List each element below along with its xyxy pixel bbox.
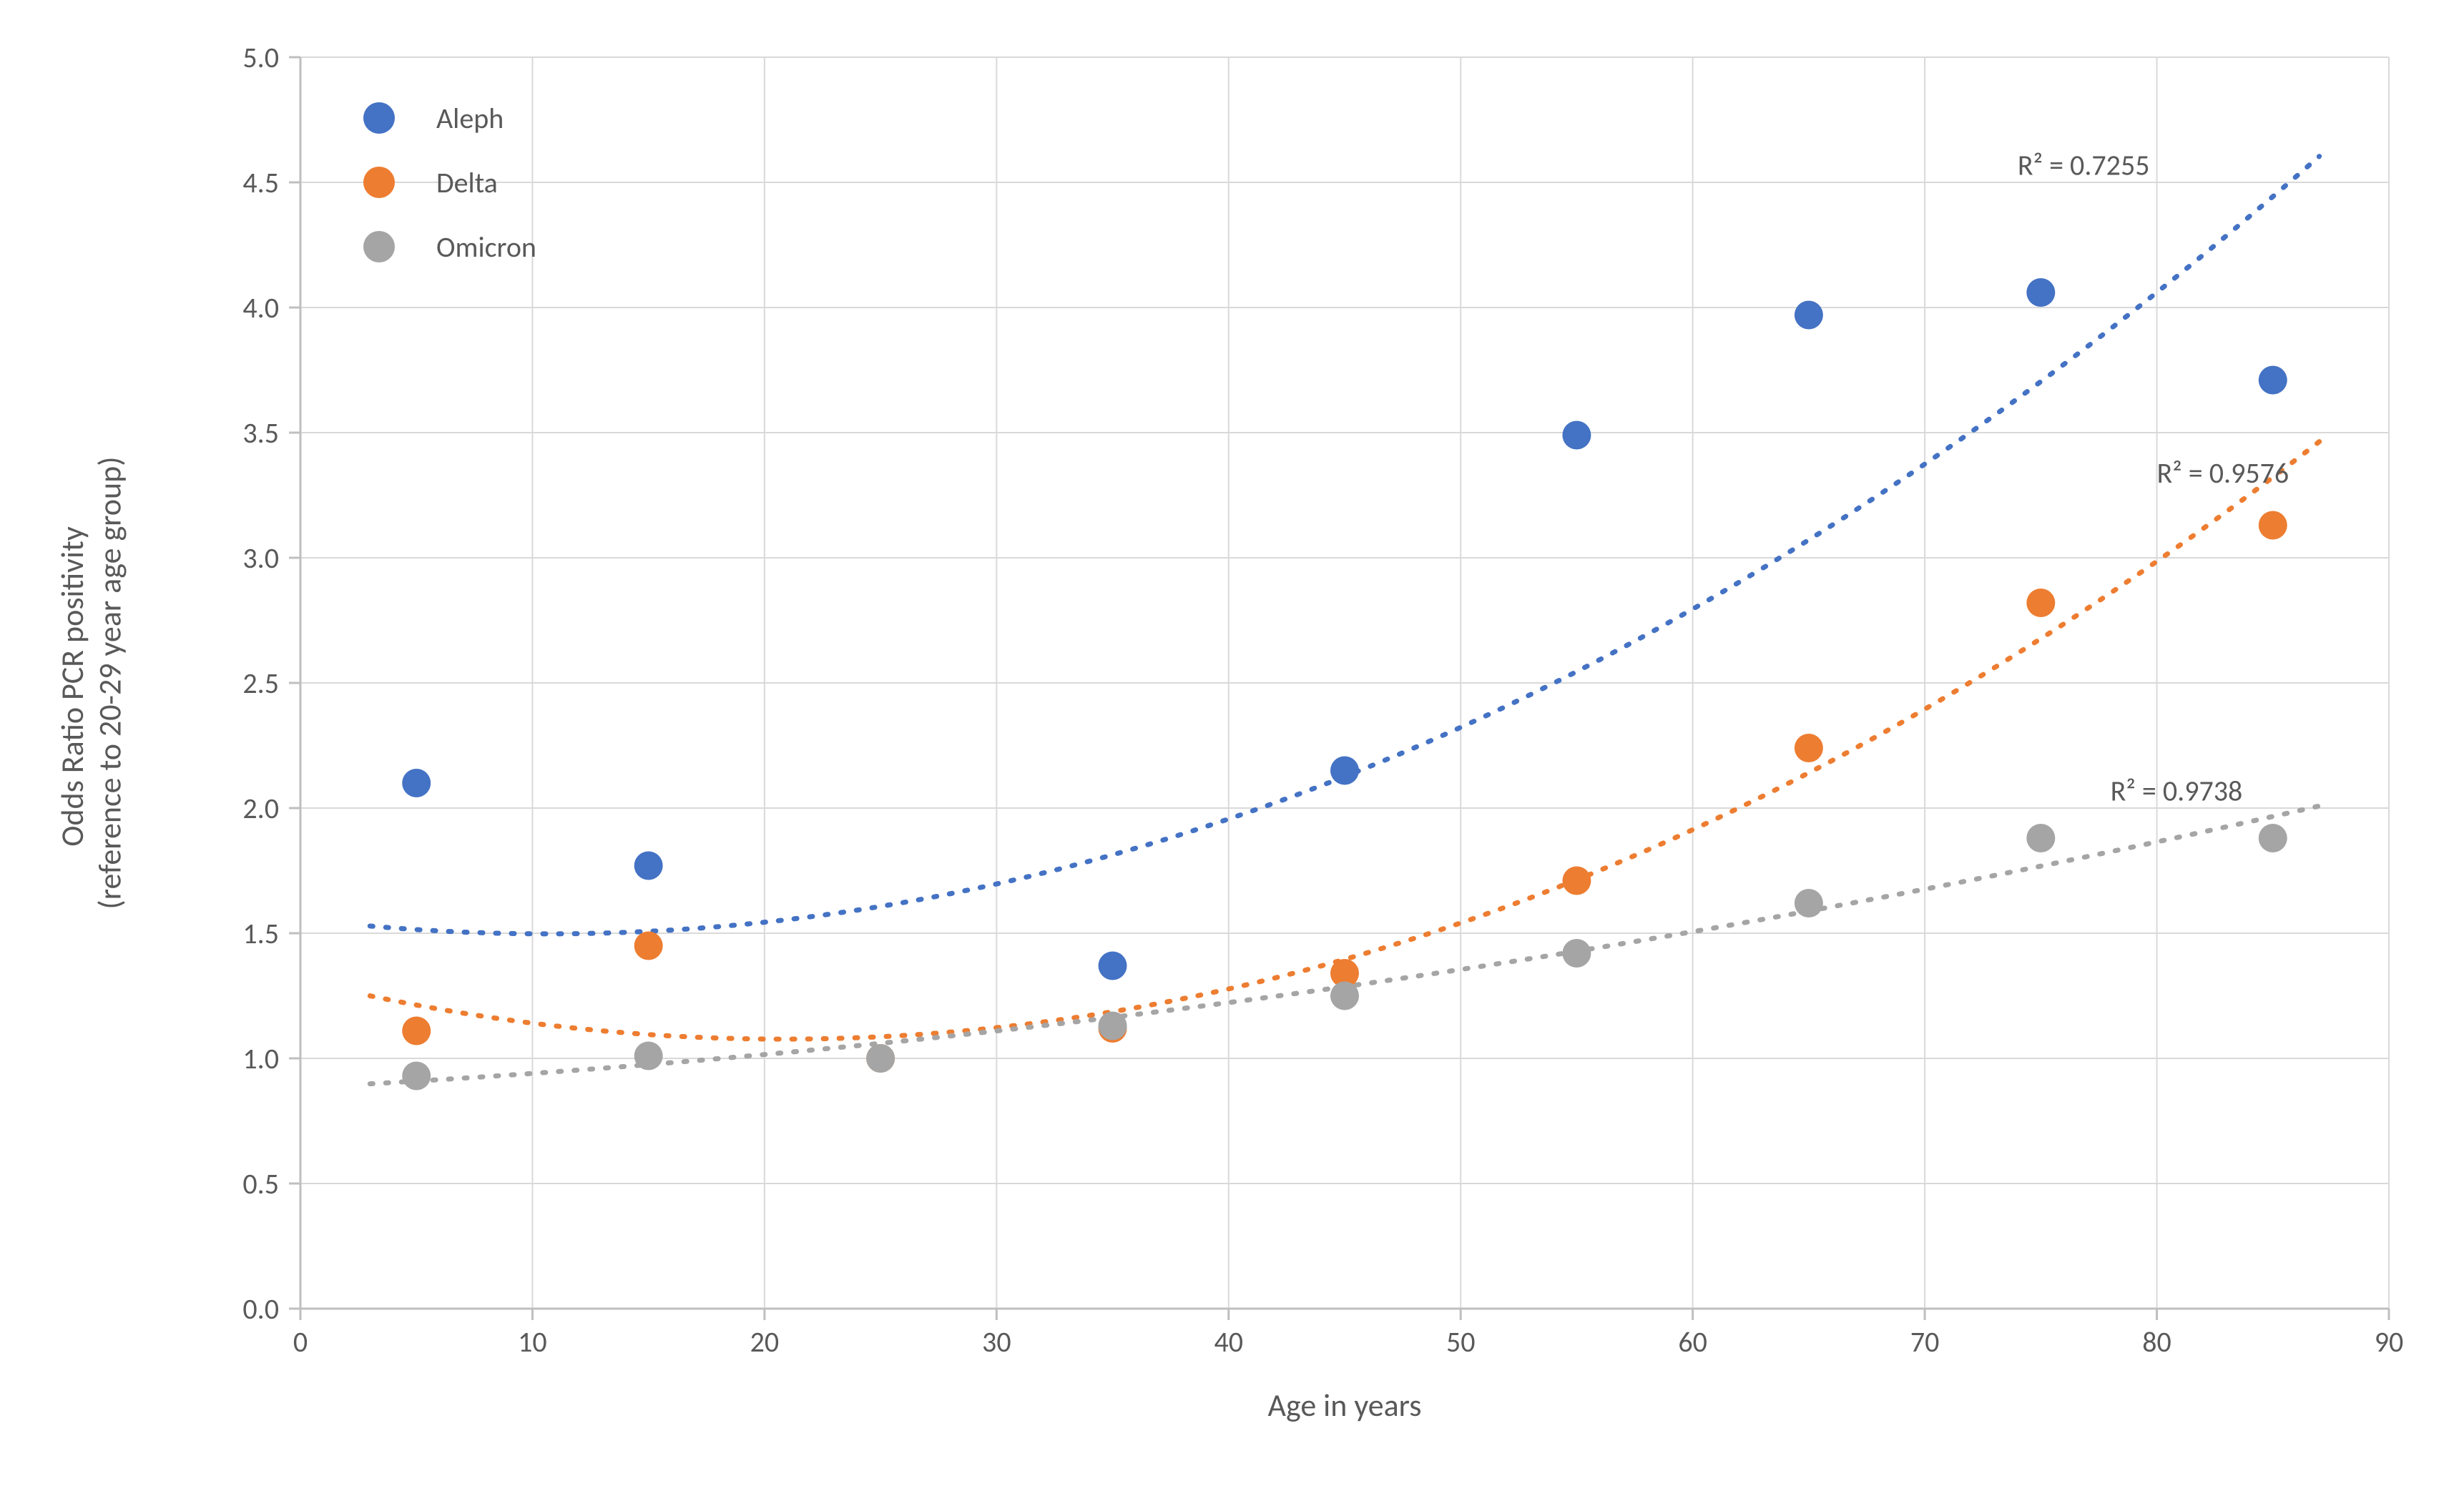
x-axis-title: Age in years [1268, 1386, 1422, 1424]
data-point-omicron [1562, 939, 1591, 968]
chart-axes [289, 57, 2389, 1320]
data-point-aleph [2026, 278, 2055, 307]
y-tick-label: 4.5 [242, 165, 279, 200]
r2-label-aleph: R² = 0.7255 [2018, 148, 2150, 183]
data-point-omicron [866, 1044, 895, 1073]
x-tick-label: 10 [518, 1324, 547, 1359]
r2-label-delta: R² = 0.9576 [2157, 456, 2289, 491]
y-tick-label: 0.0 [242, 1291, 279, 1327]
data-point-delta [2026, 589, 2055, 617]
r-squared-labels: R² = 0.7255 R² = 0.9576 R² = 0.9738 [2018, 148, 2289, 809]
x-tick-label: 90 [2375, 1324, 2404, 1359]
data-point-omicron [402, 1062, 431, 1091]
x-tick-label: 30 [982, 1324, 1011, 1359]
data-point-aleph [1795, 301, 1823, 330]
x-tick-label: 80 [2142, 1324, 2171, 1359]
x-tick-label: 40 [1214, 1324, 1244, 1359]
data-points [402, 278, 2287, 1091]
data-point-aleph [634, 852, 663, 880]
tick-labels: 0 10 20 30 40 50 60 70 80 90 0.0 0.5 1.0 1.5 2.0 2.5 3.0… [242, 40, 2403, 1359]
x-tick-label: 50 [1446, 1324, 1476, 1359]
y-tick-label: 1.5 [242, 916, 279, 951]
legend-label-omicron: Omicron [436, 230, 536, 265]
legend-marker-aleph [363, 102, 395, 134]
data-point-aleph [2259, 366, 2287, 395]
x-tick-label: 0 [293, 1324, 308, 1359]
data-point-aleph [1562, 421, 1591, 450]
x-tick-label: 20 [750, 1324, 780, 1359]
data-point-delta [402, 1017, 431, 1045]
chart-grid [300, 57, 2389, 1309]
legend-marker-delta [363, 167, 395, 198]
y-tick-label: 3.0 [242, 541, 279, 576]
data-point-omicron [634, 1042, 663, 1071]
trend-line-aleph [370, 157, 2319, 934]
data-point-delta [634, 932, 663, 960]
legend-label-aleph: Aleph [436, 101, 504, 136]
legend-marker-omicron [363, 231, 395, 262]
data-point-aleph [1099, 952, 1127, 980]
data-point-aleph [402, 769, 431, 797]
y-tick-label: 4.0 [242, 290, 279, 325]
legend-label-delta: Delta [436, 165, 498, 200]
x-tick-label: 70 [1910, 1324, 1940, 1359]
y-tick-label: 0.5 [242, 1166, 279, 1201]
data-point-omicron [1330, 982, 1359, 1010]
data-point-omicron [1099, 1012, 1127, 1040]
scatter-chart: Aleph Delta Omicron R² = 0.7255 R² = 0.9576… [0, 0, 2464, 1491]
data-point-aleph [1330, 757, 1359, 785]
y-axis-title: Odds Ratio PCR positivity (reference to … [53, 456, 129, 909]
data-point-delta [2259, 511, 2287, 540]
data-point-delta [1562, 867, 1591, 895]
data-point-omicron [2259, 824, 2287, 852]
y-tick-label: 2.5 [242, 666, 279, 701]
y-tick-label: 3.5 [242, 415, 279, 451]
r2-label-omicron: R² = 0.9738 [2111, 774, 2243, 809]
chart-svg: Aleph Delta Omicron R² = 0.7255 R² = 0.9576… [0, 0, 2464, 1491]
trend-line-delta [370, 442, 2319, 1040]
y-tick-label: 5.0 [242, 40, 279, 75]
y-tick-label: 2.0 [242, 791, 279, 826]
data-point-omicron [2026, 824, 2055, 852]
x-tick-label: 60 [1678, 1324, 1707, 1359]
data-point-delta [1795, 734, 1823, 762]
y-tick-label: 1.0 [242, 1041, 279, 1076]
data-point-omicron [1795, 889, 1823, 917]
